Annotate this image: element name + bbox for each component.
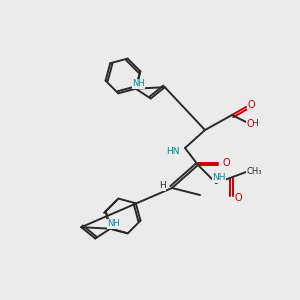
Text: O: O [222,158,230,168]
Text: H: H [250,118,257,127]
Text: O: O [246,119,254,129]
Text: HN: HN [166,146,180,155]
Text: CH₃: CH₃ [246,167,262,176]
Text: H: H [159,182,165,190]
Text: O: O [247,100,255,110]
Text: O: O [234,193,242,203]
Text: NH: NH [132,79,145,88]
Text: NH: NH [212,173,226,182]
Text: NH: NH [107,219,120,228]
